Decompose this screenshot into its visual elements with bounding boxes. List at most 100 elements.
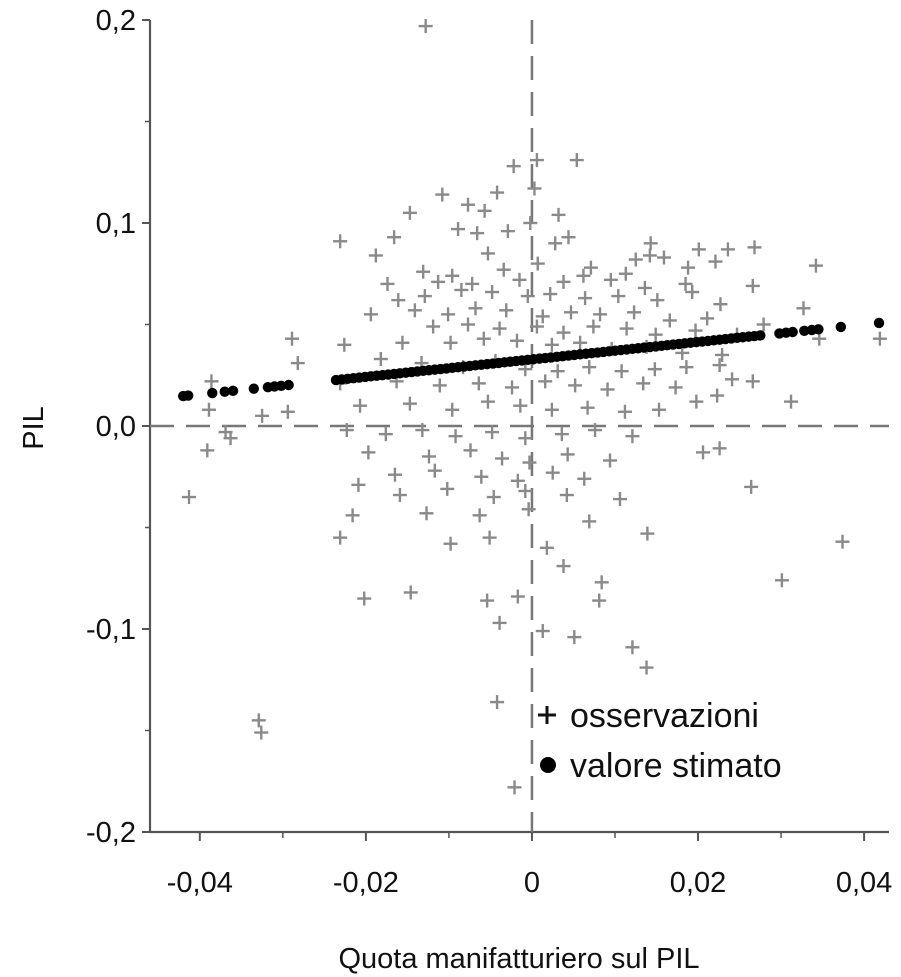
observation-point [725, 372, 740, 387]
observation-point [678, 276, 693, 291]
observation-point [544, 337, 559, 352]
observation-point [592, 593, 607, 608]
estimated-point [813, 324, 824, 335]
observation-point [656, 250, 671, 265]
observation-point [507, 780, 522, 795]
observation-point [796, 301, 811, 316]
observation-point [421, 449, 436, 464]
y-tick-label: 0,1 [96, 208, 136, 240]
observation-point [505, 380, 520, 395]
observation-point [675, 345, 690, 360]
observation-point [477, 203, 492, 218]
observation-point [474, 469, 489, 484]
observation-point [480, 394, 495, 409]
observation-point [808, 258, 823, 273]
observation-point [603, 453, 618, 468]
observation-point [551, 207, 566, 222]
observation-point [580, 400, 595, 415]
observation-point [538, 374, 553, 389]
observation-point [387, 230, 402, 245]
observation-point [448, 429, 463, 444]
observation-point [402, 396, 417, 411]
estimated-point [219, 386, 230, 397]
observation-point [416, 264, 431, 279]
estimated-point [787, 326, 798, 338]
observation-point [465, 276, 480, 291]
y-tick-label: -0,1 [86, 614, 136, 646]
observation-point [603, 272, 618, 287]
observation-point [569, 153, 584, 168]
observation-point [582, 360, 597, 375]
observation-point [543, 287, 558, 302]
estimated-values-series [178, 317, 885, 402]
observation-point [637, 280, 652, 295]
y-axis-ticks: 0,2 0,1 0,0 -0,1 -0,2 [86, 5, 150, 849]
observation-point [357, 591, 372, 606]
observation-point [492, 321, 507, 336]
observation-point [745, 374, 760, 389]
observation-point [392, 488, 407, 503]
observation-point [715, 347, 730, 362]
observation-point [521, 502, 536, 517]
observation-point [339, 423, 354, 438]
observation-point [708, 254, 723, 269]
x-axis-title: Quota manifatturiero sul PIL [338, 943, 699, 975]
observation-point [523, 216, 538, 230]
observation-point [415, 423, 430, 438]
observation-point [518, 362, 533, 377]
estimated-point [873, 317, 885, 329]
observation-point [530, 256, 545, 271]
observation-point [545, 465, 560, 480]
observation-point [720, 242, 735, 257]
observation-point [403, 585, 418, 600]
observation-point [567, 630, 582, 645]
estimated-point [207, 387, 218, 399]
observation-point [451, 222, 466, 237]
observation-point [200, 443, 215, 458]
x-tick-label: 0,02 [670, 867, 726, 899]
legend-label-observations: osservazioni [570, 697, 759, 735]
observation-point [520, 289, 535, 304]
observation-point [506, 159, 521, 174]
observation-point [431, 274, 446, 289]
observation-point [417, 289, 432, 304]
observation-point [496, 262, 511, 277]
observation-point [440, 481, 455, 496]
observation-point [480, 593, 495, 608]
observation-point [470, 226, 485, 241]
estimated-point [835, 321, 847, 333]
observation-point [535, 309, 550, 324]
observation-point [582, 514, 597, 529]
observation-point [681, 260, 696, 275]
observation-point [535, 624, 550, 639]
observation-point [426, 319, 441, 334]
observation-point [499, 303, 514, 318]
observation-point [254, 725, 269, 740]
observation-point [544, 402, 559, 417]
observation-point [518, 483, 533, 498]
observation-point [691, 242, 706, 257]
observation-point [529, 153, 544, 168]
x-tick-label: 0 [524, 867, 540, 899]
observation-point [445, 268, 460, 283]
observation-point [625, 429, 640, 444]
estimated-point [248, 383, 259, 394]
observation-point [510, 589, 525, 604]
observation-point [380, 276, 395, 291]
legend: osservazioni valore stimato [538, 697, 782, 785]
observation-point [482, 530, 497, 545]
observation-point [432, 378, 447, 393]
observation-point [486, 490, 501, 505]
observation-point [280, 404, 295, 419]
observation-point [700, 311, 715, 326]
observation-point [712, 358, 727, 373]
observation-point [774, 573, 789, 588]
observation-point [513, 398, 528, 413]
observation-point [351, 477, 366, 492]
observation-point [554, 427, 569, 442]
plot-area [148, 20, 889, 834]
observation-point [588, 423, 603, 438]
observation-point [407, 303, 422, 318]
observation-point [378, 427, 393, 442]
